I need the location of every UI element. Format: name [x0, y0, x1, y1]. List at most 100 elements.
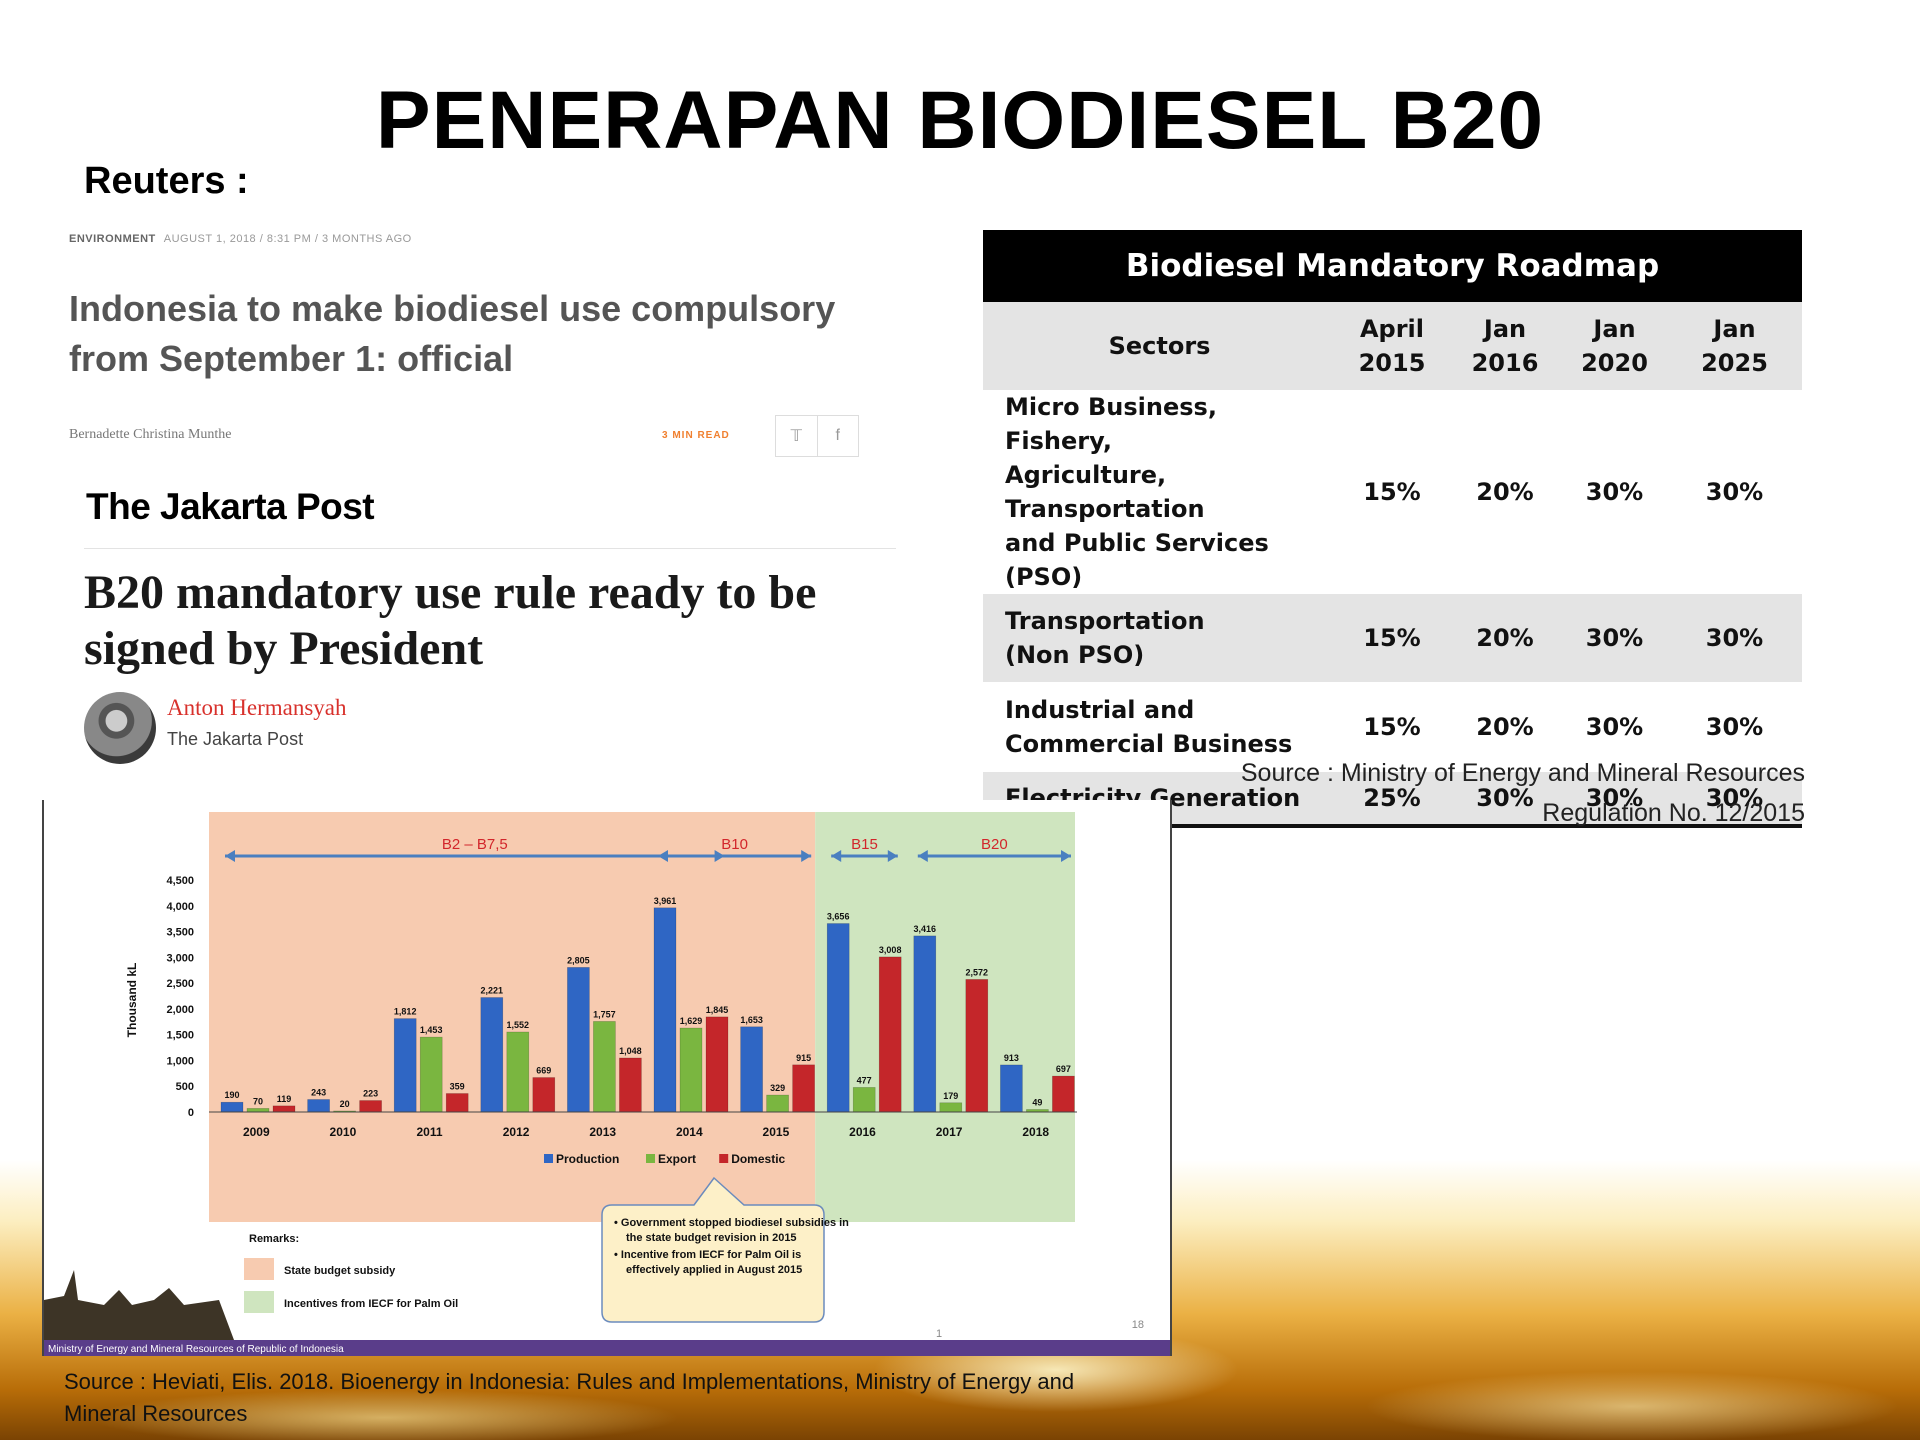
roadmap-row: Micro Business, Fishery, Agriculture, Tra…	[983, 390, 1802, 594]
bar-export	[766, 1094, 789, 1113]
callout-text: • Government stopped biodiesel subsidies…	[614, 1217, 849, 1229]
reuters-category[interactable]: ENVIRONMENT	[69, 233, 156, 245]
twitter-icon[interactable]: 𝕋	[776, 416, 818, 456]
bar-domestic	[532, 1077, 556, 1113]
data-label: 119	[277, 1094, 292, 1104]
bar-production	[220, 1101, 244, 1113]
roadmap-sector: Transportation (Non PSO)	[1005, 607, 1205, 669]
shaded-region	[815, 812, 1075, 1222]
bar-production	[567, 967, 590, 1113]
callout-text: the state budget revision in 2015	[626, 1232, 797, 1244]
legend-swatch	[646, 1154, 655, 1163]
bar-domestic	[272, 1105, 296, 1113]
roadmap-value: 15%	[1363, 713, 1421, 741]
roadmap-value: 30%	[1585, 784, 1644, 812]
roadmap-value: 15%	[1363, 478, 1421, 506]
phase-arrow-head	[658, 850, 668, 862]
biodiesel-chart-panel: 0 500 1,000 1,500 2,000 2,500 3,000 3,500 4,000 4…	[42, 800, 1172, 1356]
bar-production	[1000, 1064, 1023, 1113]
roadmap-value: 25%	[1363, 784, 1421, 812]
data-label: 223	[363, 1089, 378, 1099]
data-label: 20	[340, 1099, 350, 1109]
data-label: 3,961	[654, 896, 677, 906]
phase-arrow-head	[1061, 850, 1071, 862]
slide-title: PENERAPAN BIODIESEL B20	[375, 75, 1545, 166]
x-tick-label: 2009	[243, 1125, 270, 1139]
bar-export	[852, 1087, 876, 1113]
share-buttons: 𝕋 f	[775, 415, 859, 457]
bar-export	[419, 1036, 443, 1113]
callout-text: effectively applied in August 2015	[626, 1264, 802, 1276]
x-tick-label: 2016	[849, 1125, 876, 1139]
bar-export	[939, 1102, 963, 1113]
y-tick-label: 3,500	[166, 927, 194, 939]
footer-text: Ministry of Energy and Mineral Resources…	[48, 1344, 344, 1355]
roadmap-value: 30%	[1476, 784, 1534, 812]
y-tick-label: 2,500	[166, 978, 194, 990]
jakarta-post-headline[interactable]: B20 mandatory use rule ready to be signe…	[84, 566, 817, 675]
data-label: 915	[796, 1053, 811, 1063]
bar-production	[913, 935, 937, 1113]
data-label: 70	[253, 1096, 263, 1106]
reuters-byline[interactable]: Bernadette Christina Munthe	[69, 427, 232, 442]
data-label: 1,812	[394, 1007, 417, 1017]
remarks-label: Incentives from IECF for Palm Oil	[284, 1298, 458, 1310]
legend-label: Domestic	[731, 1152, 785, 1166]
callout-text: • Incentive from IECF for Palm Oil is	[614, 1249, 801, 1261]
bar-export	[593, 1021, 616, 1113]
bar-domestic	[619, 1057, 642, 1113]
roadmap-header-col: Jan 2016	[1448, 302, 1562, 390]
roadmap-value: 15%	[1363, 624, 1421, 652]
y-tick-label: 4,000	[166, 901, 194, 913]
data-label: 1,845	[706, 1005, 729, 1015]
bar-domestic	[705, 1016, 729, 1113]
bar-domestic	[359, 1100, 382, 1113]
roadmap-header-col: Jan 2025	[1667, 302, 1802, 390]
roadmap-sector: Industrial and Commercial Business	[1005, 696, 1293, 758]
bar-production	[480, 997, 504, 1113]
biodiesel-bar-chart: 0 500 1,000 1,500 2,000 2,500 3,000 3,500 4,000 4…	[44, 812, 1170, 1356]
x-tick-label: 2018	[1022, 1125, 1049, 1139]
roadmap-value: 30%	[1585, 713, 1644, 741]
x-tick-label: 2010	[330, 1125, 357, 1139]
legend-swatch	[719, 1154, 729, 1163]
data-label: 243	[311, 1087, 326, 1097]
reuters-article-meta: ENVIRONMENT AUGUST 1, 2018 / 8:31 PM / 3 …	[69, 233, 412, 245]
data-label: 49	[1032, 1097, 1042, 1107]
phase-arrow-head	[831, 850, 842, 862]
landscape-silhouette	[44, 1270, 234, 1340]
data-label: 669	[536, 1066, 551, 1076]
author-avatar	[84, 692, 156, 764]
data-label: 477	[857, 1075, 872, 1085]
phase-arrow-head	[801, 850, 812, 862]
data-label: 3,656	[827, 912, 850, 922]
x-tick-label: 2017	[936, 1125, 963, 1139]
phase-arrow-head	[917, 850, 928, 862]
callout-box	[601, 1176, 825, 1323]
y-axis-label: Thousand kL	[125, 963, 139, 1038]
reuters-source-label: Reuters :	[84, 160, 249, 202]
reuters-min-read: 3 MIN READ	[662, 430, 730, 441]
legend-label: Export	[658, 1152, 696, 1166]
data-label: 2,221	[481, 985, 504, 995]
facebook-icon[interactable]: f	[835, 427, 840, 444]
roadmap-row: Industrial and Commercial Business 15% 20…	[983, 682, 1802, 772]
bar-domestic	[965, 979, 989, 1113]
data-label: 1,757	[593, 1009, 616, 1019]
x-tick-label: 2012	[503, 1125, 530, 1139]
legend-swatch	[544, 1154, 553, 1163]
data-label: 697	[1056, 1064, 1071, 1074]
bar-domestic	[445, 1093, 469, 1113]
roadmap-value: 30%	[1705, 478, 1764, 506]
data-label: 179	[943, 1091, 958, 1101]
reuters-headline[interactable]: Indonesia to make biodiesel use compulso…	[69, 288, 836, 379]
roadmap-value: 30%	[1705, 624, 1764, 652]
data-label: 359	[450, 1081, 465, 1091]
data-label: 329	[770, 1083, 785, 1093]
jakarta-post-author[interactable]: Anton Hermansyah	[167, 695, 347, 720]
bar-export	[506, 1031, 530, 1113]
roadmap-row: Transportation (Non PSO) 15% 20% 30% 30%	[983, 594, 1802, 682]
x-tick-label: 2013	[589, 1125, 616, 1139]
bar-production	[826, 923, 850, 1113]
phase-label: B2 – B7,5	[442, 836, 508, 853]
